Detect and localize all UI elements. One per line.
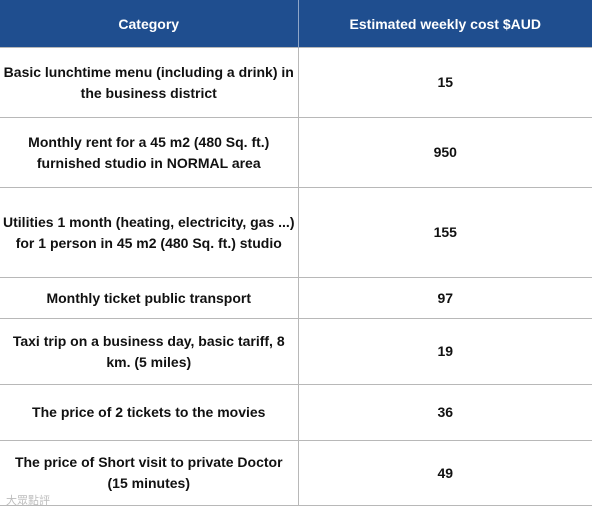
category-cell: The price of Short visit to private Doct… xyxy=(0,440,299,506)
table-row: Taxi trip on a business day, basic tarif… xyxy=(0,318,592,385)
column-header-category: Category xyxy=(0,0,299,48)
cost-cell: 950 xyxy=(297,117,592,188)
table-row: Monthly rent for a 45 m2 (480 Sq. ft.) f… xyxy=(0,117,592,188)
cost-cell: 155 xyxy=(297,187,592,278)
cost-cell: 36 xyxy=(297,384,592,441)
category-cell: Utilities 1 month (heating, electricity,… xyxy=(0,187,299,278)
cost-cell: 15 xyxy=(297,47,592,118)
table-row: The price of Short visit to private Doct… xyxy=(0,440,592,506)
category-cell: Taxi trip on a business day, basic tarif… xyxy=(0,318,299,385)
table-row: The price of 2 tickets to the movies 36 xyxy=(0,384,592,441)
table-row: Monthly ticket public transport 97 xyxy=(0,277,592,319)
table-row: Utilities 1 month (heating, electricity,… xyxy=(0,187,592,278)
category-cell: The price of 2 tickets to the movies xyxy=(0,384,299,441)
table-row: Basic lunchtime menu (including a drink)… xyxy=(0,47,592,118)
category-cell: Monthly ticket public transport xyxy=(0,277,299,319)
category-cell: Monthly rent for a 45 m2 (480 Sq. ft.) f… xyxy=(0,117,299,188)
cost-cell: 97 xyxy=(297,277,592,319)
cost-cell: 19 xyxy=(297,318,592,385)
watermark: 大眾點評 xyxy=(6,494,50,507)
category-cell: Basic lunchtime menu (including a drink)… xyxy=(0,47,299,118)
column-header-weekly-cost: Estimated weekly cost $AUD xyxy=(298,0,592,48)
cost-cell: 49 xyxy=(297,440,592,506)
header-row: Category Estimated weekly cost $AUD xyxy=(0,0,592,48)
